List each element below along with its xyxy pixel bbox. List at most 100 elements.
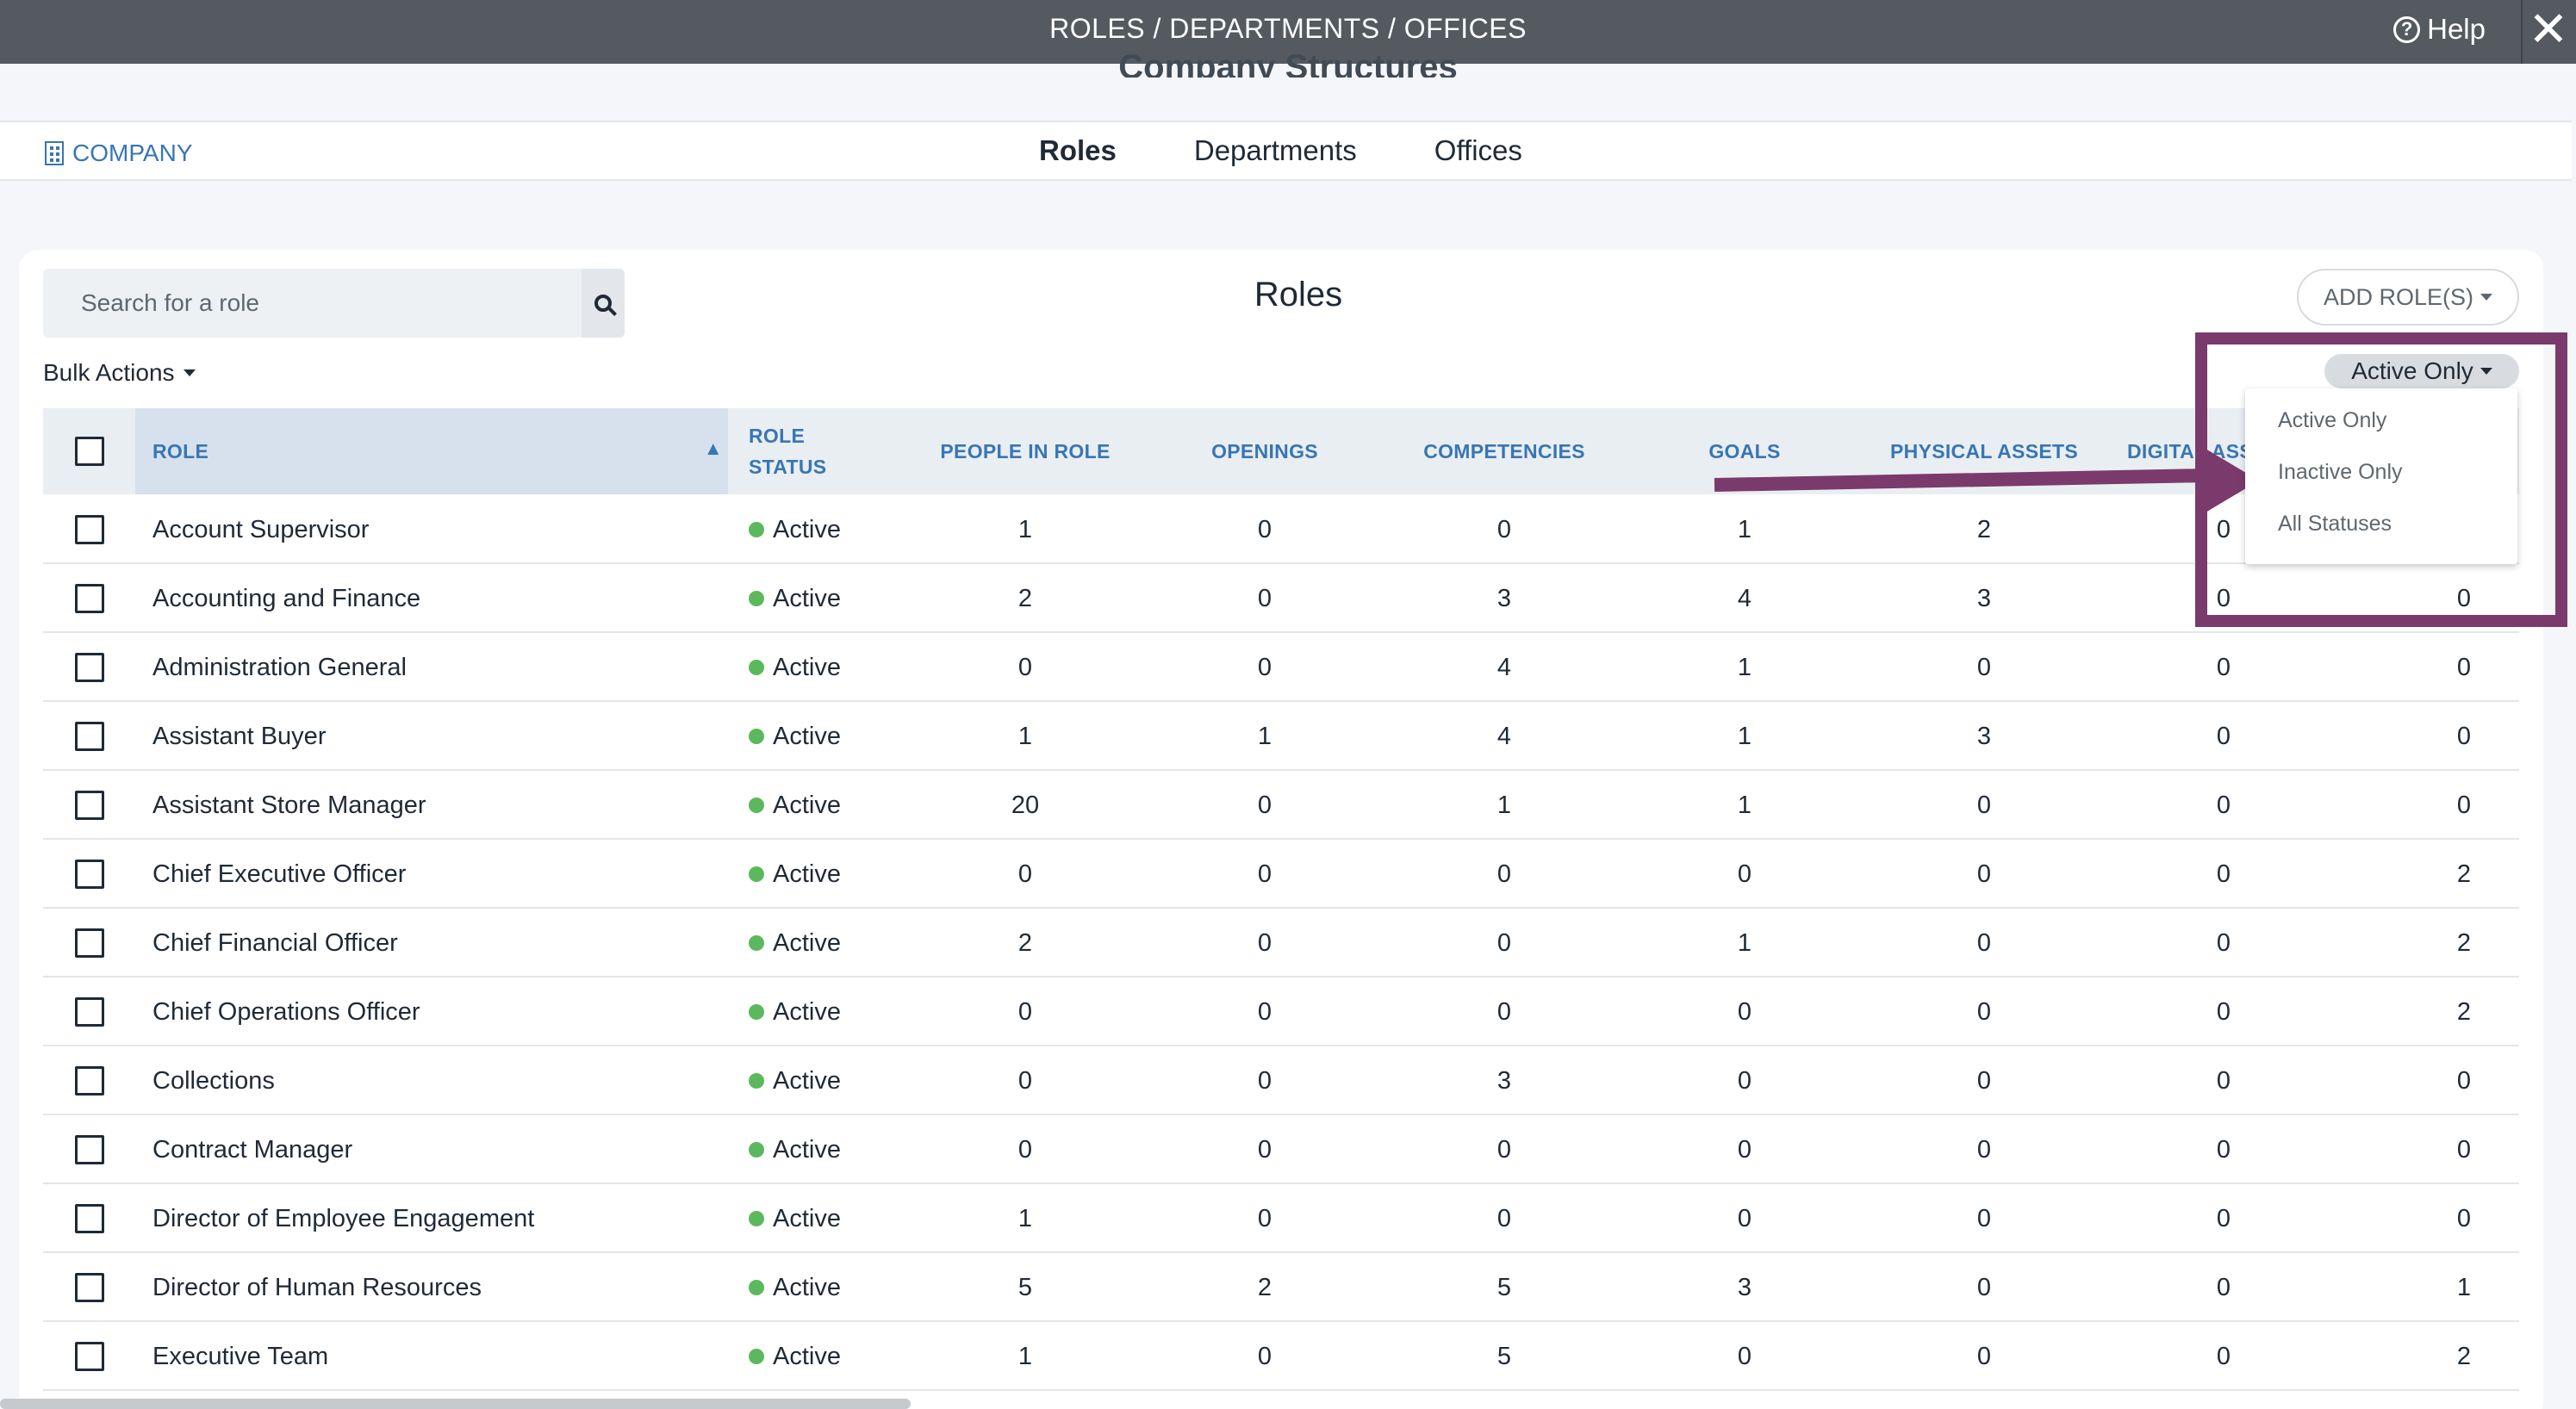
last-column-count: 1 — [2456, 1273, 2472, 1301]
status-dot-icon — [749, 1211, 764, 1226]
help-button[interactable]: ? Help — [2393, 12, 2486, 47]
sort-ascending-icon[interactable]: ▲ — [703, 438, 723, 459]
last-column-count: 2 — [2456, 928, 2472, 957]
row-checkbox[interactable] — [74, 1066, 104, 1096]
row-checkbox[interactable] — [74, 1135, 104, 1164]
column-header-goals[interactable]: GOALS — [1708, 439, 1781, 462]
column-header-openings[interactable]: OPENINGS — [1211, 439, 1318, 462]
role-status: Active — [749, 909, 841, 978]
horizontal-scrollbar[interactable] — [0, 1399, 911, 1409]
goals-count: 1 — [1737, 722, 1752, 750]
column-header-role-status-line1: ROLE — [749, 425, 806, 447]
row-checkbox[interactable] — [74, 997, 104, 1027]
physical-assets-count: 3 — [1976, 584, 1992, 612]
tab-list: Roles Departments Offices — [1039, 122, 1600, 183]
table-row[interactable]: Director of Employee Engagement Active 1… — [43, 1184, 2519, 1253]
people-count: 0 — [1017, 997, 1033, 1026]
table-row[interactable]: Accounting and Finance Active 2 0 3 4 3 … — [43, 564, 2519, 633]
table-row[interactable]: Executive Team Active 1 0 5 0 0 0 2 — [43, 1322, 2519, 1391]
table-row[interactable]: Chief Operations Officer Active 0 0 0 0 … — [43, 978, 2519, 1046]
status-filter-dropdown[interactable]: Active Only — [2324, 354, 2519, 388]
people-count: 0 — [1017, 653, 1033, 681]
role-name[interactable]: Contract Manager — [152, 1135, 353, 1164]
status-dot-icon — [749, 1073, 764, 1089]
table-row[interactable]: Account Supervisor Active 1 0 0 1 2 0 — [43, 495, 2519, 564]
menu-item-all-statuses[interactable]: All Statuses — [2278, 512, 2392, 536]
row-checkbox[interactable] — [74, 1273, 104, 1302]
competencies-count: 3 — [1496, 584, 1512, 612]
last-column-count: 0 — [2456, 1135, 2472, 1164]
close-icon[interactable]: ✕ — [2528, 2, 2569, 56]
role-status-label: Active — [773, 722, 841, 750]
table-row[interactable]: Chief Financial Officer Active 2 0 0 1 0… — [43, 909, 2519, 978]
competencies-count: 4 — [1496, 653, 1512, 681]
menu-item-active-only[interactable]: Active Only — [2278, 408, 2387, 432]
openings-count: 0 — [1257, 653, 1272, 681]
table-row[interactable]: Assistant Buyer Active 1 1 4 1 3 0 0 — [43, 702, 2519, 771]
row-checkbox[interactable] — [74, 722, 104, 751]
table-row[interactable]: Administration General Active 0 0 4 1 0 … — [43, 633, 2519, 702]
chevron-down-icon — [183, 369, 196, 376]
role-status: Active — [749, 771, 841, 840]
goals-count: 4 — [1737, 584, 1752, 612]
row-checkbox[interactable] — [74, 791, 104, 820]
bulk-actions-dropdown[interactable]: Bulk Actions — [43, 359, 196, 387]
row-checkbox[interactable] — [74, 515, 104, 544]
company-link[interactable]: COMPANY — [45, 140, 193, 167]
goals-count: 1 — [1737, 791, 1752, 819]
role-name[interactable]: Assistant Store Manager — [152, 791, 426, 819]
openings-count: 0 — [1257, 1342, 1272, 1370]
role-name[interactable]: Administration General — [152, 653, 407, 681]
role-name[interactable]: Director of Employee Engagement — [152, 1204, 535, 1232]
role-name[interactable]: Director of Human Resources — [152, 1273, 482, 1301]
row-checkbox[interactable] — [74, 1204, 104, 1233]
row-checkbox[interactable] — [74, 1342, 104, 1371]
role-name[interactable]: Collections — [152, 1066, 275, 1095]
status-dot-icon — [749, 660, 764, 675]
roles-heading: Roles — [1254, 276, 1343, 313]
physical-assets-count: 0 — [1976, 1273, 1992, 1301]
tab-offices[interactable]: Offices — [1434, 134, 1522, 166]
role-name[interactable]: Accounting and Finance — [152, 584, 421, 612]
table-row[interactable]: Contract Manager Active 0 0 0 0 0 0 0 — [43, 1115, 2519, 1184]
column-header-role-status[interactable]: ROLE STATUS — [749, 408, 904, 494]
competencies-count: 5 — [1496, 1342, 1512, 1370]
role-name[interactable]: Assistant Buyer — [152, 722, 327, 750]
select-all-checkbox[interactable] — [74, 437, 104, 466]
tab-departments[interactable]: Departments — [1193, 134, 1357, 166]
table-row[interactable]: Assistant Store Manager Active 20 0 1 1 … — [43, 771, 2519, 840]
row-checkbox[interactable] — [74, 653, 104, 682]
people-count: 0 — [1017, 1135, 1033, 1164]
table-row[interactable]: Director of Human Resources Active 5 2 5… — [43, 1253, 2519, 1322]
column-header-role[interactable]: ROLE ▲ — [135, 408, 728, 494]
digital-assets-count: 0 — [2216, 1342, 2231, 1370]
select-all-cell — [43, 408, 135, 494]
people-count: 5 — [1017, 1273, 1033, 1301]
search-input[interactable] — [43, 269, 603, 338]
column-header-competencies[interactable]: COMPETENCIES — [1423, 439, 1585, 462]
row-checkbox[interactable] — [74, 860, 104, 889]
people-count: 2 — [1017, 928, 1033, 957]
column-header-people[interactable]: PEOPLE IN ROLE — [940, 439, 1111, 462]
table-row[interactable]: Collections Active 0 0 3 0 0 0 0 — [43, 1046, 2519, 1115]
role-name[interactable]: Chief Executive Officer — [152, 860, 407, 888]
role-name[interactable]: Chief Financial Officer — [152, 928, 398, 957]
row-checkbox[interactable] — [74, 928, 104, 958]
search-button[interactable] — [582, 269, 625, 338]
role-name[interactable]: Account Supervisor — [152, 515, 370, 543]
digital-assets-count: 0 — [2216, 1273, 2231, 1301]
role-name[interactable]: Executive Team — [152, 1342, 329, 1370]
column-header-physical-assets[interactable]: PHYSICAL ASSETS — [1890, 439, 2078, 462]
status-dot-icon — [749, 729, 764, 744]
last-column-count: 0 — [2456, 791, 2472, 819]
menu-item-inactive-only[interactable]: Inactive Only — [2278, 460, 2403, 484]
table-row[interactable]: Chief Executive Officer Active 0 0 0 0 0… — [43, 840, 2519, 909]
physical-assets-count: 0 — [1976, 1135, 1992, 1164]
row-checkbox[interactable] — [74, 584, 104, 613]
add-roles-button[interactable]: ADD ROLE(S) — [2297, 269, 2519, 326]
digital-assets-count: 0 — [2216, 791, 2231, 819]
title-bar: ROLES / DEPARTMENTS / OFFICES ? Help ✕ — [0, 0, 2576, 64]
role-name[interactable]: Chief Operations Officer — [152, 997, 420, 1026]
tab-roles[interactable]: Roles — [1039, 134, 1117, 166]
window-title: ROLES / DEPARTMENTS / OFFICES — [1049, 13, 1527, 44]
